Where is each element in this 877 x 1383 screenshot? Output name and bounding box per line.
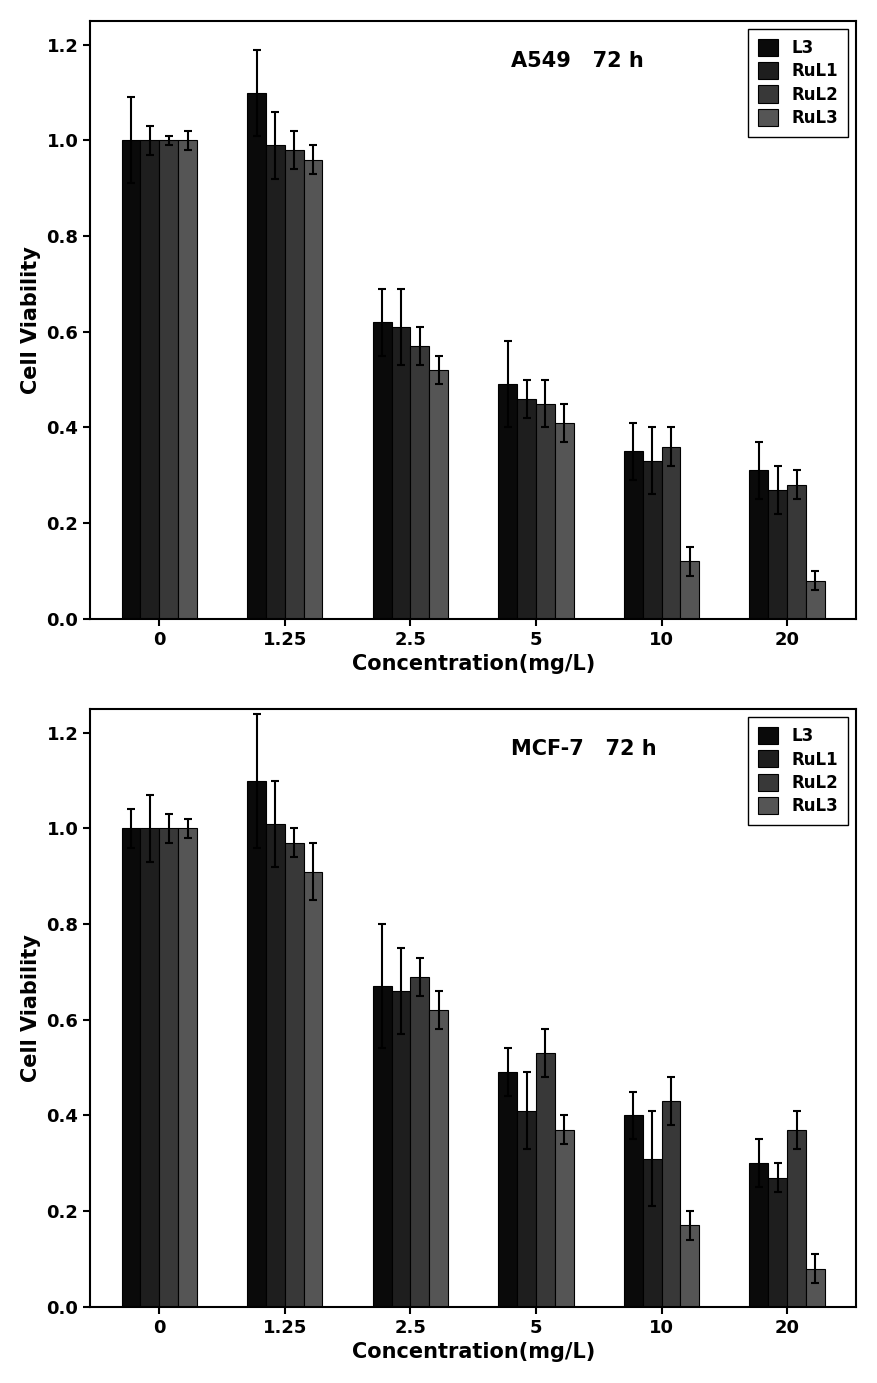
Bar — [681, 1225, 699, 1307]
Bar — [410, 346, 429, 618]
Bar — [787, 485, 806, 618]
Y-axis label: Cell Viability: Cell Viability — [21, 934, 41, 1082]
Bar — [681, 561, 699, 618]
X-axis label: Concentration(mg/L): Concentration(mg/L) — [352, 654, 595, 674]
Bar — [768, 1178, 787, 1307]
Bar — [536, 1054, 555, 1307]
Text: A549   72 h: A549 72 h — [511, 51, 645, 71]
X-axis label: Concentration(mg/L): Concentration(mg/L) — [352, 1342, 595, 1362]
Bar — [410, 976, 429, 1307]
Bar — [178, 141, 197, 618]
Y-axis label: Cell Viability: Cell Viability — [21, 246, 41, 394]
Text: MCF-7   72 h: MCF-7 72 h — [511, 739, 657, 759]
Bar — [285, 842, 303, 1307]
Bar — [160, 141, 178, 618]
Bar — [624, 451, 643, 618]
Bar — [806, 1268, 824, 1307]
Legend: L3, RuL1, RuL2, RuL3: L3, RuL1, RuL2, RuL3 — [748, 29, 848, 137]
Bar — [266, 145, 285, 618]
Bar — [429, 371, 448, 618]
Bar — [247, 780, 266, 1307]
Bar — [624, 1116, 643, 1307]
Bar — [178, 828, 197, 1307]
Bar — [787, 1130, 806, 1307]
Bar — [247, 93, 266, 618]
Bar — [517, 1111, 536, 1307]
Bar — [750, 470, 768, 618]
Bar — [140, 141, 160, 618]
Bar — [661, 1101, 681, 1307]
Legend: L3, RuL1, RuL2, RuL3: L3, RuL1, RuL2, RuL3 — [748, 718, 848, 824]
Bar — [303, 871, 323, 1307]
Bar — [517, 398, 536, 618]
Bar — [768, 490, 787, 618]
Bar — [536, 404, 555, 618]
Bar — [643, 1159, 661, 1307]
Bar — [429, 1010, 448, 1307]
Bar — [160, 828, 178, 1307]
Bar — [643, 461, 661, 618]
Bar — [373, 322, 391, 618]
Bar — [661, 447, 681, 618]
Bar — [806, 581, 824, 618]
Bar — [498, 384, 517, 618]
Bar — [122, 141, 140, 618]
Bar — [140, 828, 160, 1307]
Bar — [303, 159, 323, 618]
Bar — [391, 326, 410, 618]
Bar — [750, 1163, 768, 1307]
Bar — [122, 828, 140, 1307]
Bar — [391, 992, 410, 1307]
Bar — [555, 423, 574, 618]
Bar — [555, 1130, 574, 1307]
Bar — [285, 149, 303, 618]
Bar — [266, 824, 285, 1307]
Bar — [373, 986, 391, 1307]
Bar — [498, 1072, 517, 1307]
